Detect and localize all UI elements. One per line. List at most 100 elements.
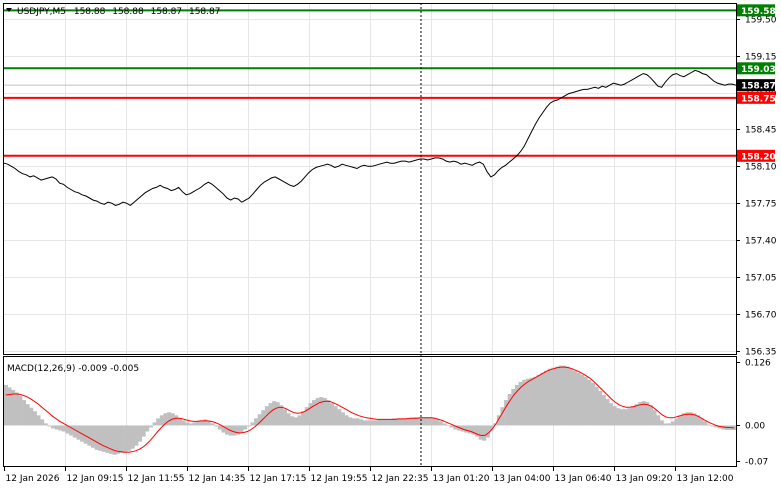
macd-bar	[427, 417, 432, 426]
price-tick-label: 156.35	[745, 348, 777, 358]
macd-bar	[138, 425, 142, 442]
macd-bar	[601, 395, 606, 426]
macd-bar	[391, 418, 396, 426]
macd-bar	[344, 415, 349, 426]
time-tick-label: 12 Jan 2026	[6, 474, 60, 484]
macd-bar	[4, 384, 8, 426]
macd-bar	[14, 392, 19, 426]
macd-bar	[181, 420, 186, 426]
macd-bar	[25, 404, 30, 426]
menu-triangle-icon[interactable]	[6, 8, 12, 12]
macd-bar	[90, 425, 95, 448]
price-panel[interactable]: 159.50159.15158.80158.45158.10157.75157.…	[3, 4, 777, 358]
macd-bar	[330, 403, 335, 426]
macd-bar	[40, 419, 45, 426]
macd-bar	[119, 425, 124, 453]
macd-bar	[605, 399, 610, 426]
macd-bar	[83, 425, 88, 444]
macd-bar	[87, 425, 92, 446]
macd-bar	[620, 409, 624, 426]
macd-bar	[206, 421, 211, 426]
macd-bar	[145, 425, 150, 432]
macd-bar	[420, 417, 425, 426]
macd-bar	[612, 406, 617, 426]
time-tick-label: 12 Jan 22:35	[372, 474, 429, 484]
price-panel-border	[3, 3, 737, 355]
price-tick-label: 157.05	[745, 274, 777, 284]
macd-bar	[22, 400, 27, 426]
macd-bar	[301, 411, 306, 426]
macd-bar	[174, 415, 179, 426]
macd-bar	[543, 370, 548, 426]
macd-bar	[453, 425, 458, 430]
macd-bar	[649, 405, 653, 426]
macd-bar	[127, 425, 132, 451]
current-price-badge: 158.87	[737, 79, 776, 92]
macd-bar	[210, 423, 215, 426]
macd-bar	[565, 366, 570, 426]
macd-bar	[58, 425, 63, 431]
macd-bar	[304, 407, 309, 426]
macd-bar	[482, 425, 487, 441]
time-tick-label: 13 Jan 06:40	[555, 474, 612, 484]
macd-histogram	[4, 365, 737, 455]
macd-bar	[384, 419, 389, 426]
macd-bar	[199, 420, 204, 426]
macd-bar	[98, 425, 103, 451]
level-badge-box	[737, 149, 775, 162]
macd-panel[interactable]: 0.126 0.00 -0.07 MACD(12,26,9) -0.009 -0.0…	[4, 357, 771, 468]
macd-bar	[413, 417, 418, 426]
macd-bar	[177, 417, 182, 426]
macd-bar	[500, 407, 505, 426]
macd-bar	[315, 398, 320, 426]
macd-bar	[478, 425, 483, 440]
macd-bar	[283, 409, 287, 426]
macd-bar	[583, 376, 588, 426]
macd-bar	[297, 415, 302, 426]
macd-bar	[308, 403, 313, 426]
ohlc-high: 158.88	[112, 7, 144, 17]
price-tick-label: 157.75	[745, 200, 777, 210]
time-tick-label: 13 Jan 01:20	[433, 474, 490, 484]
macd-bar	[261, 410, 266, 426]
macd-bar	[326, 400, 331, 426]
macd-title: MACD(12,26,9) -0.009 -0.005	[7, 364, 139, 374]
level-badge-box	[737, 91, 775, 104]
macd-bar	[196, 421, 200, 426]
time-axis: 12 Jan 2026 12 Jan 09:15 12 Jan 11:55 12 Ja…	[4, 467, 734, 484]
macd-bar	[511, 388, 516, 426]
macd-bar	[663, 423, 668, 426]
macd-bar	[72, 425, 77, 438]
ohlc-open: 158.88	[74, 7, 106, 17]
macd-bar	[322, 398, 327, 426]
macd-bar	[130, 425, 135, 449]
macd-bar	[485, 425, 490, 438]
macd-bar	[551, 367, 556, 426]
macd-bar	[435, 419, 440, 426]
svg-text:USDJPY,M5 158.88: USDJPY,M5 158.88 158.88 158.87 158.87	[17, 7, 220, 17]
macd-bar	[11, 389, 16, 426]
macd-bar	[370, 420, 374, 426]
macd-bar	[395, 418, 400, 426]
macd-bar	[572, 370, 577, 426]
symbol-title: USDJPY,M5	[17, 7, 66, 17]
macd-bar	[467, 425, 472, 434]
macd-bar	[569, 368, 574, 426]
macd-signal-line	[5, 366, 735, 453]
macd-bar	[522, 379, 527, 426]
macd-bar	[29, 407, 34, 426]
macd-bar	[359, 419, 364, 426]
macd-bar	[402, 418, 407, 426]
time-tick-label: 13 Jan 12:00	[677, 474, 734, 484]
macd-bar	[609, 403, 614, 426]
macd-bar	[594, 386, 599, 426]
macd-bar	[504, 400, 508, 426]
macd-bar	[272, 401, 277, 426]
time-tick-label: 12 Jan 11:55	[128, 474, 185, 484]
macd-bar	[366, 420, 371, 426]
macd-bar	[112, 425, 117, 455]
macd-bar	[250, 422, 255, 426]
macd-bar	[377, 419, 382, 426]
macd-bar	[116, 425, 121, 454]
